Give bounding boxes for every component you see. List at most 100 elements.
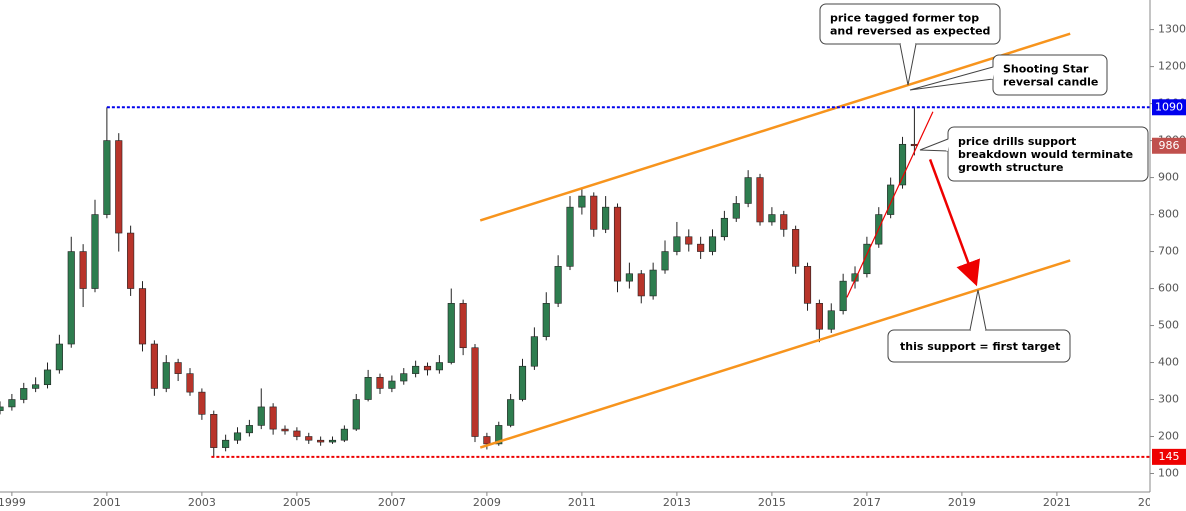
- x-tick-label: 2001: [93, 496, 121, 509]
- candle-body: [792, 229, 800, 267]
- trendline: [479, 259, 1071, 449]
- candle-body: [352, 399, 360, 430]
- candle-body: [827, 310, 835, 330]
- candle-body: [732, 203, 740, 219]
- candle-body: [222, 439, 230, 448]
- candle-body: [67, 251, 75, 345]
- candle-body: [20, 388, 28, 400]
- candle-body: [305, 436, 313, 441]
- candle-body: [340, 428, 348, 441]
- candle-body: [887, 184, 895, 215]
- candle-body: [803, 266, 812, 304]
- candle-body: [269, 406, 277, 430]
- y-tick-label: 300: [1158, 393, 1179, 406]
- callout-text: growth structure: [958, 161, 1064, 174]
- x-tick-label: 2023: [1138, 496, 1166, 509]
- y-tick-label: 1200: [1158, 60, 1186, 73]
- y-tick-label: 1300: [1158, 23, 1186, 36]
- candle-body: [625, 273, 633, 282]
- candle-body: [364, 377, 372, 400]
- last-price-box: [1152, 137, 1186, 154]
- level-label-box: [1152, 448, 1186, 465]
- candle-body: [281, 428, 289, 432]
- candle-body: [661, 251, 669, 271]
- x-tick-label: 2005: [283, 496, 311, 509]
- candle-body: [162, 362, 170, 389]
- level-label: 1090: [1155, 100, 1183, 113]
- candle-body: [542, 303, 550, 337]
- candle-body: [530, 336, 538, 367]
- candle-body: [328, 439, 337, 443]
- candle-body: [578, 195, 586, 208]
- candle-body: [198, 391, 206, 415]
- x-tick-label: 2011: [568, 496, 596, 509]
- x-tick-label: 2009: [473, 496, 501, 509]
- callout-pointer: [919, 138, 949, 152]
- candle-body: [780, 214, 788, 230]
- candle-body: [8, 399, 16, 408]
- level-label: 145: [1159, 450, 1180, 463]
- y-tick-label: 200: [1158, 430, 1179, 443]
- y-tick-label: 400: [1158, 356, 1179, 369]
- candle-body: [388, 380, 396, 389]
- candle-body: [245, 425, 253, 434]
- candle-body: [566, 206, 574, 267]
- candle-body: [32, 384, 40, 389]
- candle-body: [43, 369, 52, 386]
- candle-body: [602, 206, 610, 230]
- y-tick-label: 900: [1158, 171, 1179, 184]
- candle-body: [720, 217, 728, 238]
- x-tick-label: 2021: [1043, 496, 1071, 509]
- candle-body: [412, 365, 420, 374]
- candle-body: [400, 373, 408, 382]
- candle-body: [483, 436, 491, 445]
- callout-text: and reversed as expected: [830, 25, 990, 38]
- candle-body: [518, 365, 527, 400]
- x-tick-label: 1999: [0, 496, 26, 509]
- candle-body: [423, 365, 432, 371]
- candle-body: [697, 243, 705, 252]
- candle-body: [815, 303, 823, 330]
- callout-text: Shooting Star: [1003, 63, 1089, 76]
- callout-text: this support = first target: [900, 340, 1060, 353]
- callout-pointer: [969, 289, 987, 331]
- callout-pointer: [899, 43, 917, 86]
- callout-box: [947, 126, 1149, 182]
- candle-body: [55, 343, 63, 371]
- trendline: [479, 32, 1071, 222]
- candle-body: [459, 303, 467, 349]
- candle-body: [507, 399, 515, 426]
- y-tick-label: 800: [1158, 208, 1179, 221]
- candle-body: [138, 288, 147, 345]
- candle-body: [293, 430, 301, 437]
- candle-body: [685, 236, 693, 245]
- candle-body: [756, 177, 764, 223]
- y-tick-label: 600: [1158, 282, 1179, 295]
- candle-body: [257, 406, 265, 426]
- candle-body: [495, 425, 503, 445]
- arrow: [928, 159, 980, 287]
- callout-text: reversal candle: [1003, 76, 1098, 89]
- candle-body: [744, 177, 752, 204]
- candle-body: [376, 377, 384, 389]
- x-tick-label: 2019: [948, 496, 976, 509]
- candle-body: [447, 303, 455, 363]
- y-tick-label: 500: [1158, 319, 1179, 332]
- candle-body: [115, 140, 123, 234]
- callout-text: price tagged former top: [830, 12, 979, 25]
- candle-body: [554, 266, 562, 304]
- callout-text: breakdown would terminate: [958, 148, 1133, 161]
- candle-body: [637, 273, 645, 297]
- callout: this support = first target: [887, 289, 1071, 363]
- candle-body: [471, 347, 479, 437]
- candle-body: [708, 236, 717, 252]
- x-tick-label: 2003: [188, 496, 216, 509]
- candle-body: [91, 214, 99, 289]
- y-tick-label: 700: [1158, 245, 1179, 258]
- callout-pointer: [909, 66, 994, 91]
- candle-body: [673, 236, 681, 252]
- candle-body: [79, 251, 87, 289]
